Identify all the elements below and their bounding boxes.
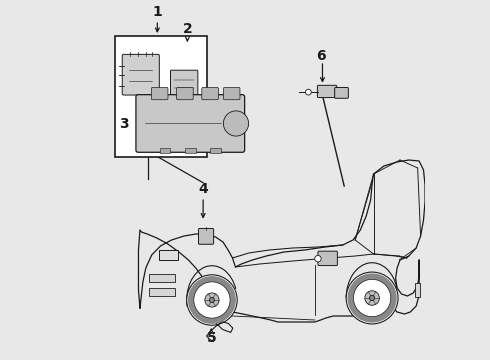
Text: 3: 3 (119, 117, 129, 131)
Bar (149, 274, 175, 282)
Text: 5: 5 (207, 331, 217, 345)
Bar (115, 36, 207, 157)
Circle shape (369, 296, 375, 301)
FancyBboxPatch shape (335, 87, 348, 98)
Bar (210, 148, 221, 153)
Circle shape (305, 89, 311, 95)
FancyBboxPatch shape (202, 87, 219, 100)
FancyBboxPatch shape (223, 87, 240, 100)
FancyBboxPatch shape (122, 54, 159, 95)
Circle shape (365, 291, 379, 305)
Circle shape (347, 273, 397, 323)
Circle shape (223, 111, 248, 136)
Circle shape (205, 293, 219, 307)
Text: 4: 4 (198, 183, 208, 197)
Circle shape (346, 272, 398, 324)
Bar (185, 148, 196, 153)
Text: 1: 1 (152, 5, 162, 19)
Circle shape (315, 256, 321, 262)
Bar (149, 288, 175, 296)
Bar (415, 283, 420, 297)
FancyBboxPatch shape (136, 95, 245, 152)
Circle shape (188, 276, 236, 324)
FancyBboxPatch shape (171, 70, 198, 96)
Circle shape (209, 297, 215, 302)
Bar (160, 148, 171, 153)
Circle shape (187, 275, 237, 325)
FancyBboxPatch shape (151, 87, 168, 100)
FancyBboxPatch shape (318, 85, 337, 98)
Circle shape (353, 279, 391, 317)
FancyBboxPatch shape (198, 229, 214, 244)
FancyBboxPatch shape (176, 87, 193, 100)
Bar (159, 249, 178, 260)
Circle shape (194, 282, 230, 318)
Text: 2: 2 (183, 22, 192, 36)
Text: 6: 6 (316, 49, 325, 63)
FancyBboxPatch shape (318, 251, 338, 266)
